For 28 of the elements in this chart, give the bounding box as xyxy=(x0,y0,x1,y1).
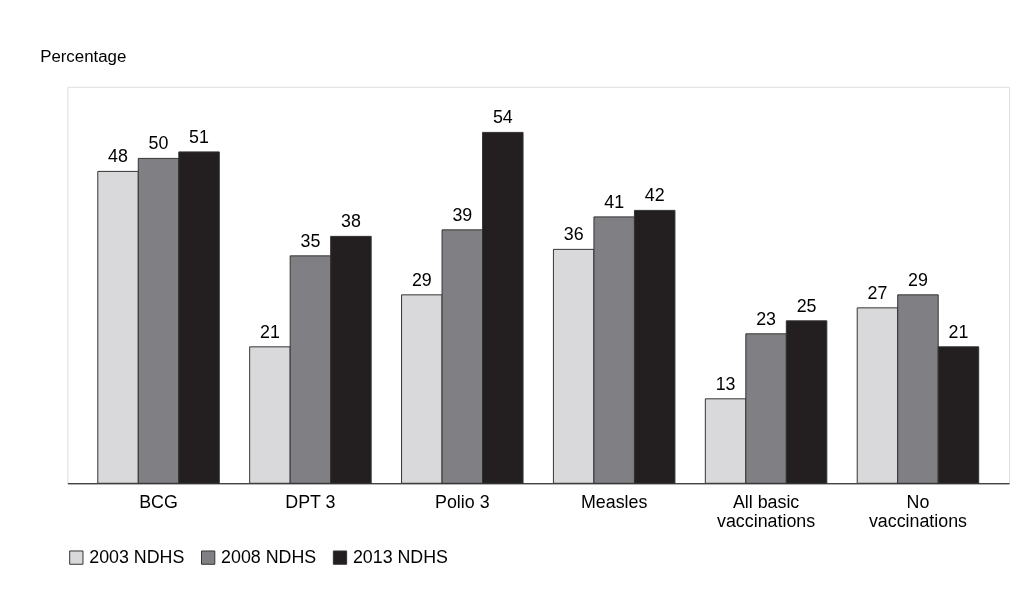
y-axis-title: Percentage xyxy=(40,46,127,66)
data-label: 21 xyxy=(948,321,969,342)
data-label: 50 xyxy=(148,133,169,154)
data-label: 13 xyxy=(715,373,736,394)
data-label: 48 xyxy=(108,146,129,167)
x-tick-label: Polio 3 xyxy=(435,491,490,512)
data-label: 38 xyxy=(341,211,361,232)
data-label: 27 xyxy=(867,282,888,303)
data-label: 51 xyxy=(189,126,210,147)
data-label: 39 xyxy=(452,204,473,225)
data-label: 25 xyxy=(796,295,817,316)
data-label: 21 xyxy=(260,321,280,342)
data-label: 29 xyxy=(908,269,928,290)
data-label: 54 xyxy=(492,107,513,128)
x-tick-label: Measles xyxy=(580,491,648,512)
data-label: 41 xyxy=(604,191,625,212)
legend-label: 2003 NDHS xyxy=(89,546,185,567)
x-tick-label: BCG xyxy=(139,491,178,512)
legend-label: 2013 NDHS xyxy=(352,546,449,567)
data-label: 23 xyxy=(756,308,777,329)
x-tick-label: No vaccinations xyxy=(868,491,968,532)
x-tick-label: DPT 3 xyxy=(285,491,336,512)
data-label: 29 xyxy=(411,269,432,290)
x-tick-label: All basic vaccinations xyxy=(717,491,816,532)
legend-label: 2008 NDHS xyxy=(221,546,317,567)
data-label: 35 xyxy=(300,230,321,251)
data-label: 36 xyxy=(563,224,584,245)
data-label: 42 xyxy=(644,185,665,206)
